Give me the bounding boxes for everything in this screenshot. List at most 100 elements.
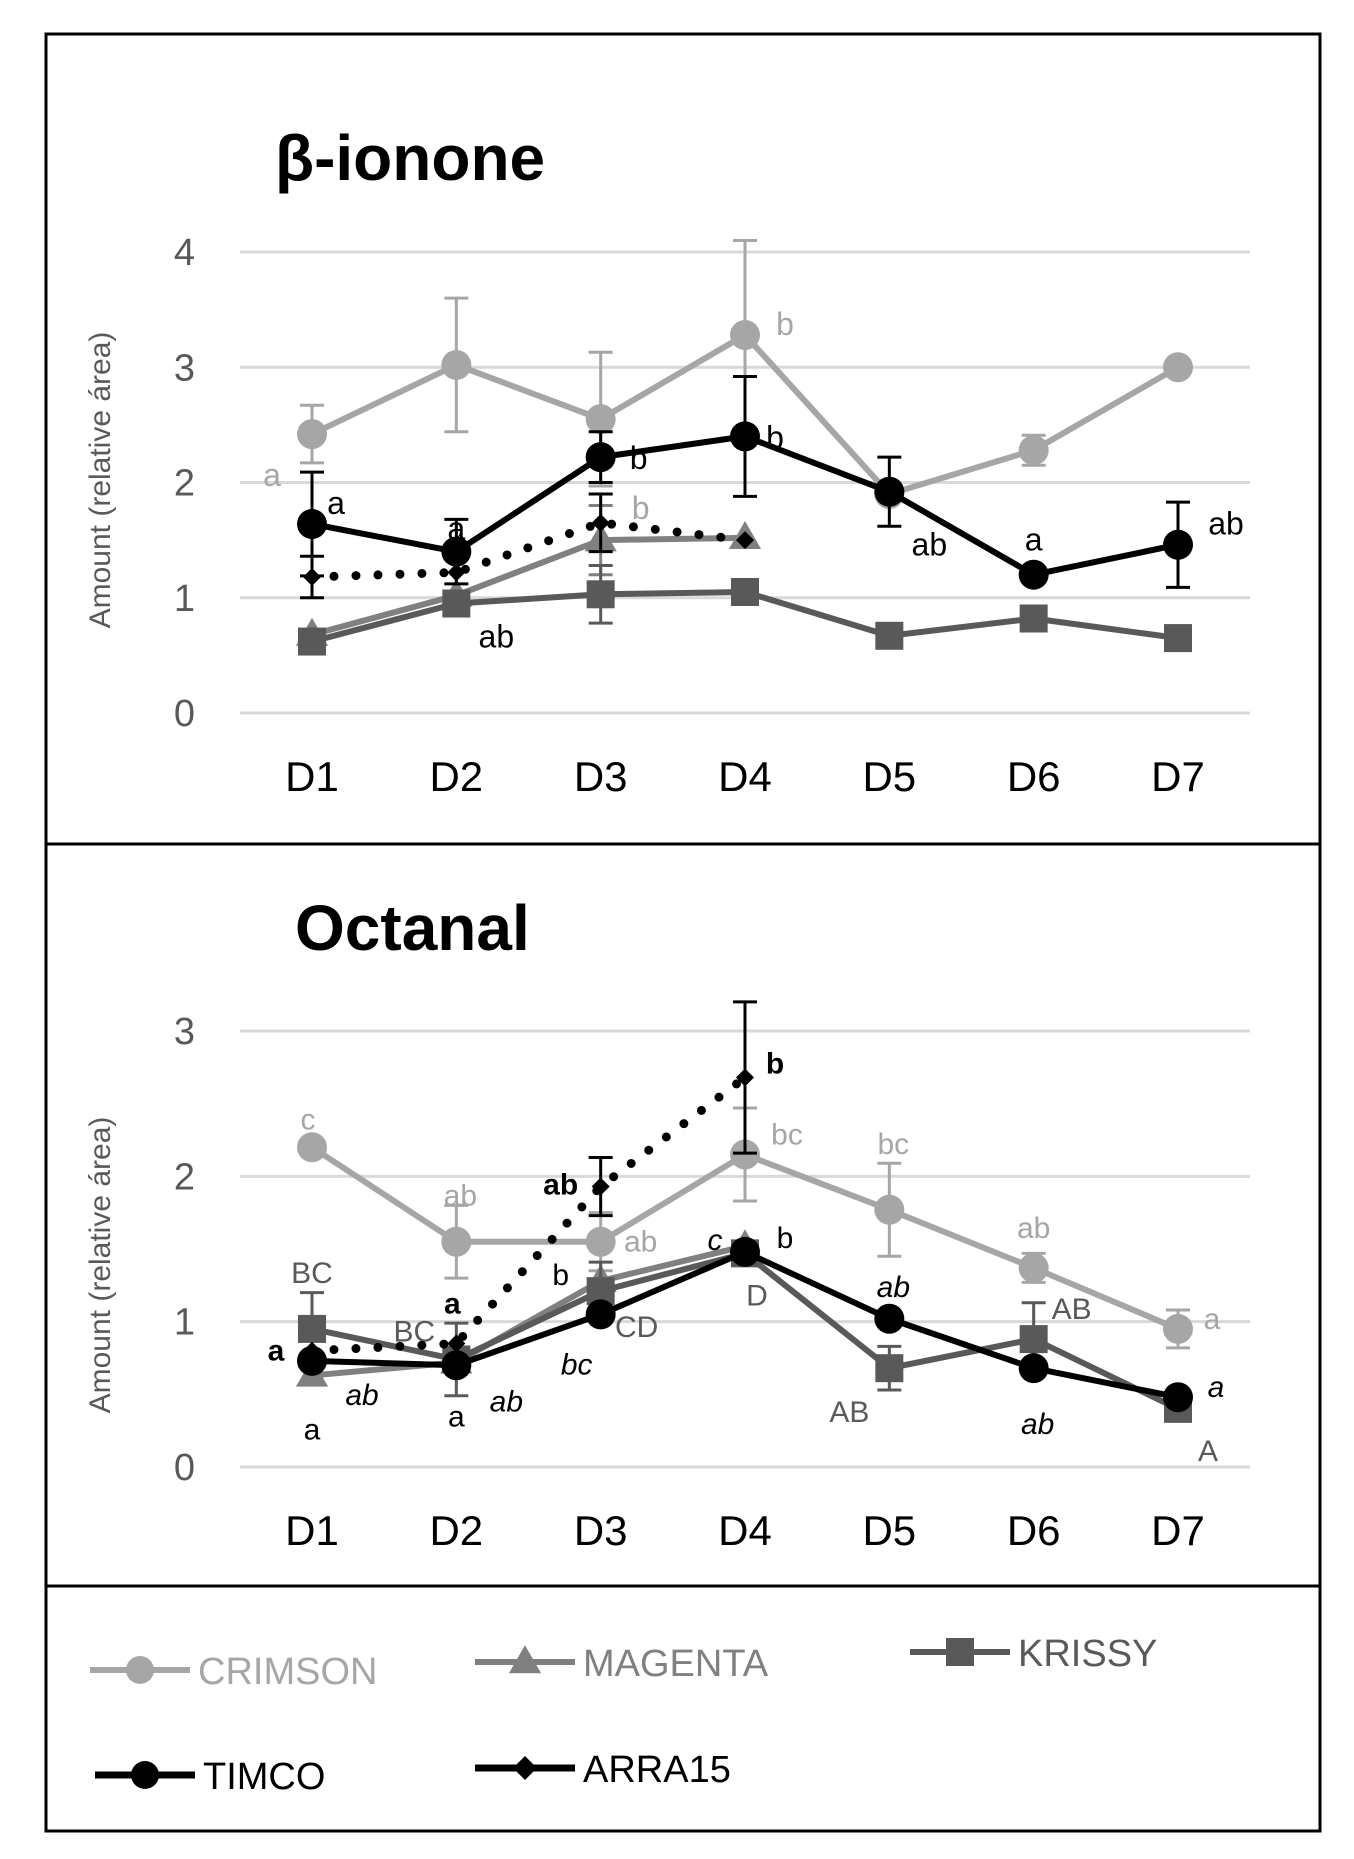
data-point: [1019, 604, 1048, 633]
data-point: [1163, 1313, 1193, 1344]
y-axis-label: Amount (relative área): [84, 332, 117, 629]
significance-label: ab: [877, 1271, 910, 1304]
data-point: [441, 1226, 472, 1257]
legend-item-crimson: CRIMSON: [90, 1651, 377, 1693]
x-tick-label: D4: [718, 1507, 772, 1554]
data-point: [298, 627, 326, 656]
legend-item-krissy: KRISSY: [910, 1633, 1157, 1675]
data-point: [303, 568, 321, 587]
significance-label: AB: [1052, 1293, 1092, 1326]
significance-label: A: [1198, 1435, 1218, 1468]
significance-label: a: [447, 511, 465, 547]
significance-label: ab: [543, 1169, 578, 1202]
data-point: [1164, 624, 1192, 653]
data-point: [1163, 1382, 1193, 1413]
chart-title: Octanal: [295, 892, 530, 964]
legend-item-arra15: ARRA15: [475, 1749, 731, 1791]
data-point: [875, 1354, 904, 1383]
data-point: [585, 1299, 616, 1330]
significance-label: b: [630, 440, 648, 476]
significance-label: ab: [444, 1180, 477, 1213]
y-tick-label: 3: [174, 347, 195, 389]
legend-label: KRISSY: [1018, 1633, 1157, 1675]
y-tick-label: 2: [174, 463, 195, 505]
x-tick-label: D2: [429, 1507, 483, 1554]
significance-label: a: [268, 1335, 285, 1368]
significance-label: ab: [490, 1385, 523, 1418]
data-point: [585, 404, 616, 435]
chart-title: β-ionone: [275, 122, 545, 194]
significance-label: AB: [829, 1396, 869, 1429]
significance-label: bc: [561, 1348, 593, 1381]
series-arra15: [300, 492, 754, 600]
significance-label: b: [552, 1259, 569, 1292]
x-tick-label: D4: [718, 753, 772, 800]
significance-label: CD: [615, 1311, 658, 1344]
y-tick-label: 4: [174, 232, 195, 274]
data-point: [874, 476, 905, 507]
data-point: [1019, 1325, 1048, 1354]
data-point: [441, 536, 472, 567]
chart-panel-2: Octanal 0 1 2 3 Amount (relative área) D1 D2 D3 D…: [84, 892, 1250, 1554]
data-point: [297, 508, 327, 539]
data-point: [585, 442, 616, 473]
y-tick-label: 0: [174, 693, 195, 735]
legend-marker: [513, 1756, 537, 1780]
data-point: [303, 1341, 321, 1360]
significance-label: b: [766, 1048, 784, 1081]
x-tick-label: D5: [862, 1507, 916, 1554]
significance-label: c: [301, 1103, 316, 1136]
data-point: [297, 1132, 327, 1163]
significance-label: ab: [345, 1379, 378, 1412]
significance-label: bc: [877, 1128, 909, 1161]
legend-label: CRIMSON: [198, 1651, 377, 1693]
figure-frame: [44, 32, 1322, 1833]
legend-label: TIMCO: [203, 1756, 325, 1798]
data-point: [441, 1350, 472, 1381]
significance-label: b: [766, 419, 784, 455]
data-point: [591, 513, 610, 532]
legend-item-timco: TIMCO: [95, 1756, 325, 1798]
significance-label: a: [1025, 522, 1043, 558]
legend-marker: [131, 1761, 159, 1789]
data-point: [1018, 435, 1049, 466]
significance-label: a: [448, 1400, 465, 1433]
significance-label: ab: [1208, 506, 1244, 542]
data-point: [874, 1303, 905, 1334]
data-point: [585, 1226, 616, 1257]
data-point: [297, 419, 327, 450]
significance-label: b: [777, 1222, 794, 1255]
data-point: [441, 349, 472, 380]
data-point: [730, 319, 760, 350]
significance-label: a: [444, 1287, 461, 1320]
significance-label: a: [1208, 1371, 1225, 1404]
series-line: [307, 518, 750, 582]
significance-label: a: [1204, 1303, 1221, 1336]
data-point: [730, 421, 760, 452]
significance-label: b: [776, 306, 794, 342]
data-point: [731, 577, 759, 606]
chart-panel-1: β-ionone 0 1 2 3 4 Amount (relative área) D1 D2 D…: [84, 122, 1250, 800]
y-axis-label: Amount (relative área): [84, 1117, 117, 1414]
significance-label: c: [708, 1224, 723, 1257]
series-krissy: [298, 563, 1192, 656]
x-tick-label: D3: [574, 1507, 628, 1554]
y-tick-label: 3: [174, 1011, 195, 1053]
data-point: [586, 580, 615, 609]
legend-marker: [508, 1645, 542, 1674]
series-line: [307, 1073, 750, 1356]
x-tick-label: D7: [1151, 753, 1205, 800]
x-tick-label: D3: [574, 753, 628, 800]
significance-label: bc: [771, 1119, 803, 1152]
data-point: [591, 1177, 610, 1196]
series-line: [311, 1243, 746, 1379]
series-line: [311, 534, 746, 638]
y-tick-label: 1: [174, 578, 195, 620]
x-tick-label: D2: [429, 753, 483, 800]
data-point: [1018, 559, 1049, 590]
legend-label: MAGENTA: [583, 1643, 769, 1685]
x-tick-label: D1: [285, 1507, 339, 1554]
